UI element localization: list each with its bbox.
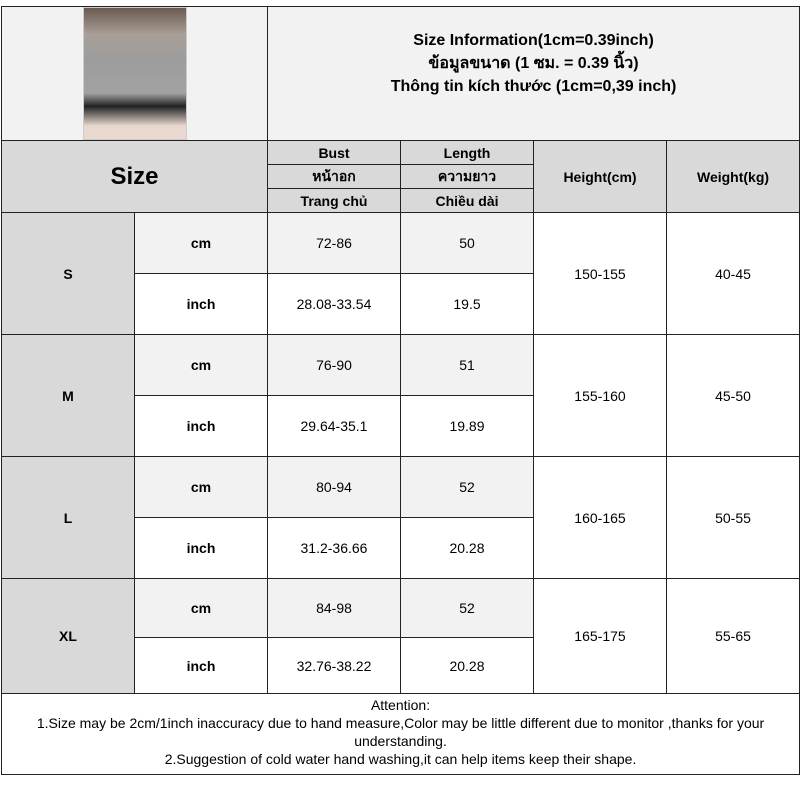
table-row: S cm 72-86 50 150-155 40-45 — [1, 212, 800, 335]
weight-value: 55-65 — [665, 578, 800, 694]
unit-label: inch — [134, 273, 268, 335]
attention-line-2: 2.Suggestion of cold water hand washing,… — [164, 751, 637, 767]
product-image-cell — [1, 6, 268, 141]
attention-line-1: 1.Size may be 2cm/1inch inaccuracy due t… — [36, 715, 765, 749]
unit-label: inch — [134, 395, 268, 457]
unit-label: cm — [134, 334, 268, 396]
title-en: Size Information(1cm=0.39inch) — [413, 32, 654, 49]
bust-value: 31.2-36.66 — [267, 517, 401, 579]
size-header: Size — [1, 140, 268, 213]
table-row: inch 28.08-33.54 19.5 — [2, 273, 800, 335]
height-value: 165-175 — [533, 578, 667, 694]
table-row: inch 32.76-38.22 20.28 — [2, 637, 800, 694]
title-vi: Thông tin kích thước (1cm=0,39 inch) — [390, 78, 677, 95]
length-value: 50 — [400, 212, 534, 274]
attention-note: Attention: 1.Size may be 2cm/1inch inacc… — [0, 693, 800, 775]
attention-title: Attention: — [370, 697, 431, 713]
bust-header-vi: Trang chủ — [267, 188, 401, 213]
bust-value: 72-86 — [267, 212, 401, 274]
table-row: M cm 76-90 51 155-160 45-50 — [1, 334, 800, 457]
length-header-th: ความยาว — [400, 164, 534, 189]
unit-label: inch — [134, 637, 268, 694]
weight-value: 40-45 — [665, 212, 800, 335]
bust-value: 28.08-33.54 — [267, 273, 401, 335]
bust-value: 32.76-38.22 — [267, 637, 401, 694]
length-value: 52 — [400, 578, 534, 638]
length-value: 20.28 — [400, 637, 534, 694]
unit-label: cm — [134, 456, 268, 518]
weight-value: 45-50 — [665, 334, 800, 457]
table-row: inch 29.64-35.1 19.89 — [2, 395, 800, 457]
table-row: L cm 80-94 52 160-165 50-55 — [1, 456, 800, 579]
length-value: 51 — [400, 334, 534, 396]
bust-header-en: Bust — [267, 140, 401, 165]
height-value: 160-165 — [533, 456, 667, 579]
bust-header-th: หน้าอก — [267, 164, 401, 189]
size-label: XL — [1, 578, 135, 694]
length-value: 19.89 — [400, 395, 534, 457]
weight-header: Weight(kg) — [665, 140, 800, 213]
unit-label: inch — [134, 517, 268, 579]
size-label: M — [1, 334, 135, 457]
bust-value: 80-94 — [267, 456, 401, 518]
title-th: ข้อมูลขนาด (1 ซม. = 0.39 นิ้ว) — [428, 55, 639, 72]
height-header: Height(cm) — [533, 140, 667, 213]
bust-value: 84-98 — [267, 578, 401, 638]
height-value: 150-155 — [533, 212, 667, 335]
length-header-vi: Chiều dài — [400, 188, 534, 213]
size-label: L — [1, 456, 135, 579]
bust-value: 29.64-35.1 — [267, 395, 401, 457]
table-row: inch 31.2-36.66 20.28 — [2, 517, 800, 579]
size-info-title: Size Information(1cm=0.39inch) ข้อมูลขนา… — [266, 6, 800, 141]
size-chart: Size Information(1cm=0.39inch) ข้อมูลขนา… — [0, 6, 800, 775]
length-header-en: Length — [400, 140, 534, 165]
height-value: 155-160 — [533, 334, 667, 457]
weight-value: 50-55 — [665, 456, 800, 579]
size-label: S — [1, 212, 135, 335]
bust-value: 76-90 — [267, 334, 401, 396]
unit-label: cm — [134, 212, 268, 274]
model-photo — [82, 7, 187, 140]
unit-label: cm — [134, 578, 268, 638]
length-value: 19.5 — [400, 273, 534, 335]
length-value: 52 — [400, 456, 534, 518]
length-value: 20.28 — [400, 517, 534, 579]
table-row: XL cm 84-98 52 165-175 55-65 — [1, 578, 800, 694]
